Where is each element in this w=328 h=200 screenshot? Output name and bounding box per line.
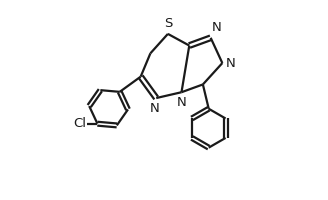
Text: N: N [226, 57, 236, 70]
Text: N: N [150, 102, 159, 115]
Text: N: N [212, 21, 222, 34]
Text: S: S [164, 17, 172, 30]
Text: N: N [176, 97, 186, 110]
Text: Cl: Cl [73, 117, 86, 130]
